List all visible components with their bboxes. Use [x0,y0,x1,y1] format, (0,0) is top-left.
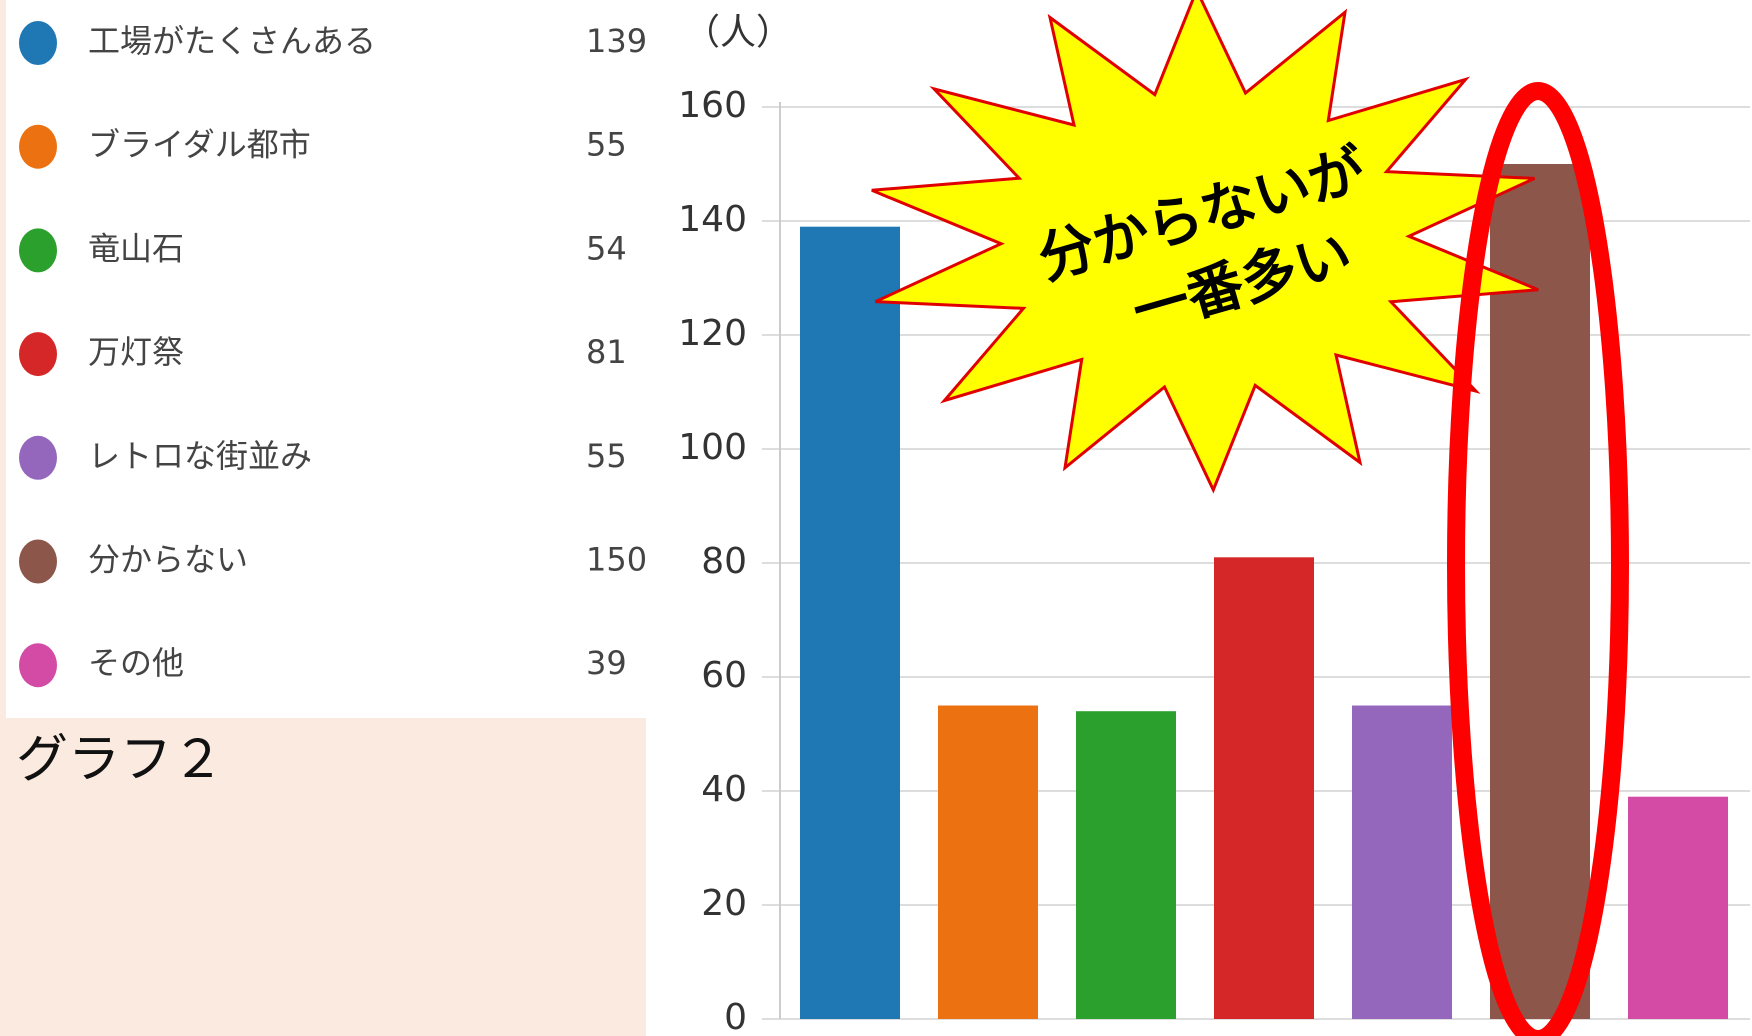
y-tick-label: 120 [678,313,747,354]
legend-panel [6,0,646,718]
legend-label: その他 [88,644,184,682]
highlight-ellipse [1447,82,1629,1036]
bar [1352,705,1452,1019]
y-tick-label: 60 [701,655,747,696]
y-tick-label: 160 [678,85,747,126]
y-tick-label: 100 [678,427,747,468]
y-tick-label: 0 [724,997,747,1036]
bar [1490,164,1590,1019]
legend-swatch [19,332,57,377]
legend-swatch [19,539,57,584]
legend-label: ブライダル都市 [88,126,311,164]
bar [1628,796,1728,1019]
legend-value: 55 [586,437,627,475]
legend-label: 分からない [88,541,248,579]
bar [938,705,1038,1019]
legend-label: 工場がたくさんある [88,22,376,60]
legend-swatch [19,21,57,65]
legend-swatch [19,228,57,273]
y-tick-label: 80 [701,541,747,582]
y-unit: （人） [684,12,792,53]
bar [800,226,900,1019]
legend-swatch [19,435,57,480]
caption: グラフ２ [16,730,224,790]
legend-label: 竜山石 [88,229,184,267]
plot: 0 20 40 60 80 100 120 140 160 工場がたくさんある 139 ブライダル都市… [19,21,1750,1036]
y-tick-label: 20 [701,883,747,924]
legend-value: 55 [586,126,627,164]
y-tick-label: 40 [701,769,747,810]
legend-swatch [19,124,57,169]
legend-label: 万灯祭 [88,333,184,371]
legend-label: レトロな街並み [88,437,312,475]
legend-value: 81 [586,333,627,371]
y-tick-label: 140 [678,199,747,240]
legend-value: 39 [586,644,627,682]
legend-value: 139 [586,22,647,60]
legend-value: 54 [586,229,627,267]
bar [1076,711,1176,1019]
starburst [871,0,1539,494]
legend-value: 150 [586,541,647,579]
bar [1214,557,1314,1019]
legend-swatch [19,643,57,688]
